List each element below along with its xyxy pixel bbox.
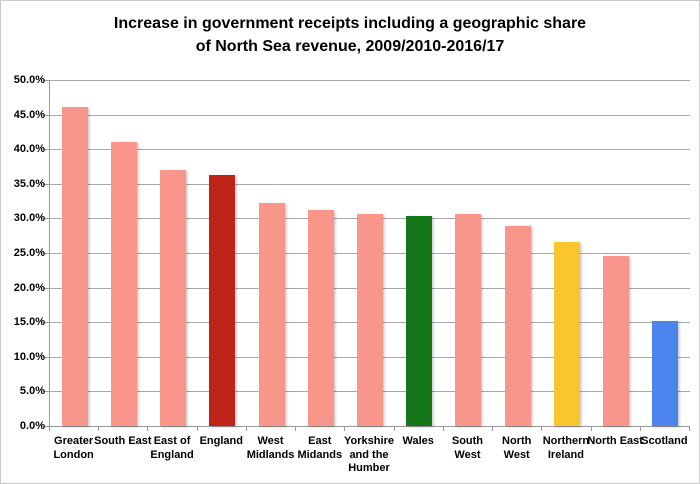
y-axis-tick — [43, 149, 49, 151]
y-axis-tick — [43, 80, 49, 81]
x-axis-label: Wales — [402, 435, 434, 447]
y-axis-tick — [43, 426, 49, 427]
x-axis-tick — [639, 427, 641, 431]
chart-title: Increase in government receipts includin… — [1, 12, 699, 58]
y-axis-tick — [43, 218, 49, 220]
y-axis-label: 0.0% — [19, 420, 45, 432]
x-axis-label: North East — [587, 435, 643, 447]
x-axis-tick — [147, 427, 149, 431]
chart-title-line2: of North Sea revenue, 2009/2010-2016/17 — [195, 38, 505, 55]
x-axis-tick — [344, 427, 346, 431]
x-axis-tick — [442, 427, 444, 431]
gridline-50 — [50, 80, 690, 81]
y-axis-tick — [43, 356, 49, 358]
x-axis-tick — [689, 427, 690, 431]
bar-greater-london — [61, 107, 88, 426]
y-axis-tick — [43, 391, 49, 393]
x-axis-label: East Midands — [297, 435, 343, 461]
x-axis-tick — [541, 427, 543, 431]
y-axis-label: 45.0% — [13, 108, 45, 121]
bar-south-west — [455, 214, 482, 426]
y-axis-label: 25.0% — [13, 247, 45, 259]
x-axis-tick — [393, 427, 395, 431]
x-axis-tick — [49, 427, 50, 431]
x-axis-label: Yorkshire and the Humber — [344, 435, 394, 474]
x-axis-tick — [492, 427, 494, 431]
y-axis-label: 35.0% — [13, 177, 45, 190]
bar-yorkshire-and-the-humber — [357, 213, 383, 426]
bar-south-east — [110, 142, 137, 426]
y-axis-tick — [43, 183, 49, 185]
x-axis-label: South East — [94, 435, 152, 447]
y-axis-label: 40.0% — [13, 143, 45, 156]
chart-title-line1: Increase in government receipts includin… — [113, 15, 587, 32]
x-axis-tick — [295, 427, 297, 431]
bar-wales — [406, 215, 433, 426]
bar-north-east — [603, 255, 630, 426]
gridline-45 — [50, 114, 690, 116]
x-axis-label: East of England — [150, 435, 194, 461]
x-axis-label: Northern Ireland — [542, 435, 590, 461]
y-axis-tick — [43, 114, 49, 116]
y-axis-label: 30.0% — [13, 212, 45, 225]
x-axis-label: North West — [502, 435, 532, 461]
y-axis-label: 20.0% — [13, 281, 45, 294]
x-axis-tick — [98, 427, 100, 431]
y-axis-label: 10.0% — [13, 350, 45, 363]
y-axis-tick — [43, 287, 49, 289]
bar-west-midlands — [258, 203, 285, 426]
x-axis-label: Scotland — [641, 435, 688, 447]
bar-east-of-england — [160, 169, 187, 426]
x-axis-tick — [590, 427, 592, 431]
x-axis-label: Greater London — [53, 435, 94, 461]
bar-north-west — [504, 226, 531, 426]
bar-east-midands — [307, 210, 334, 426]
x-axis-tick — [245, 427, 247, 431]
plot-area — [49, 80, 690, 427]
y-axis-tick — [43, 322, 49, 324]
gridline-40 — [50, 149, 690, 151]
x-axis-tick — [196, 427, 198, 431]
gridline-35 — [50, 183, 690, 185]
x-axis-label: West Midlands — [246, 435, 295, 461]
y-axis-label: 15.0% — [13, 316, 45, 329]
bar-england — [209, 174, 236, 426]
bar-scotland — [652, 320, 679, 426]
y-axis-label: 50.0% — [13, 74, 45, 86]
x-axis-label: England — [199, 435, 243, 447]
bar-northern-ireland — [553, 241, 580, 426]
y-axis-label: 5.0% — [19, 385, 45, 398]
x-axis-label: South West — [451, 435, 484, 461]
y-axis-tick — [43, 253, 49, 254]
